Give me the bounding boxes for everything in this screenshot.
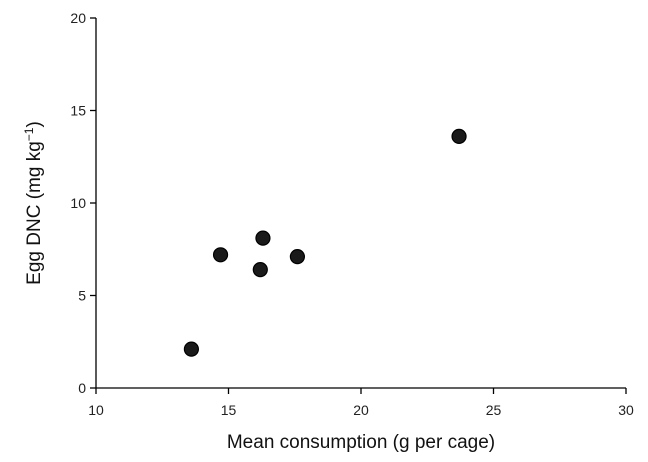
- x-axis-title: Mean consumption (g per cage): [227, 432, 495, 453]
- x-tick-label: 30: [618, 402, 634, 418]
- y-axis-title-main: Egg DNC (mg kg: [24, 141, 45, 285]
- y-axis-title-tail: ): [24, 121, 45, 127]
- data-point: [451, 128, 467, 144]
- y-axis-title: Egg DNC (mg kg−1): [22, 121, 45, 285]
- axes: [95, 18, 626, 389]
- x-tick-label: 25: [486, 402, 502, 418]
- y-ticks: 0 5 10 15 20: [70, 10, 96, 396]
- data-point: [183, 341, 199, 357]
- data-point: [252, 262, 268, 278]
- y-tick-label: 10: [70, 195, 86, 211]
- y-tick-label: 15: [70, 103, 86, 119]
- data-point: [212, 247, 229, 263]
- x-tick-label: 15: [221, 402, 237, 418]
- data-points: [183, 128, 467, 357]
- x-ticks: 10 15 20 25 30: [88, 388, 634, 418]
- y-tick-label: 5: [78, 288, 86, 304]
- x-tick-label: 10: [88, 402, 104, 418]
- y-tick-label: 20: [70, 10, 86, 26]
- y-tick-label: 0: [78, 380, 86, 396]
- y-axis-title-superscript: −1: [22, 127, 36, 141]
- x-tick-label: 20: [353, 402, 369, 418]
- data-point: [289, 249, 305, 265]
- data-point: [255, 230, 271, 246]
